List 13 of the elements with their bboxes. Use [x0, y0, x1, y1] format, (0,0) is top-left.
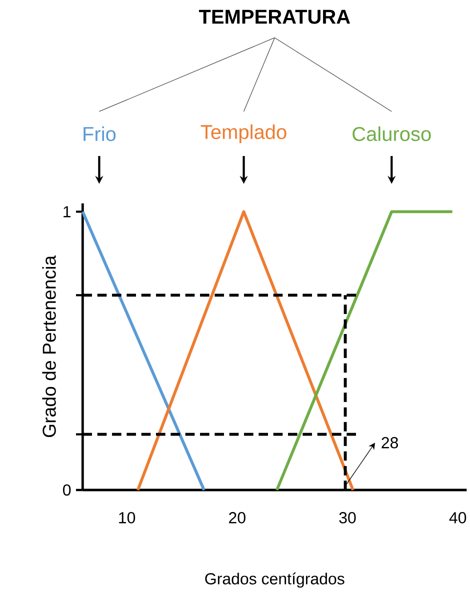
- chart-title: TEMPERATURA: [198, 10, 350, 24]
- text: Caluroso: [352, 126, 431, 142]
- x-axis-title: Grados centígrados: [205, 572, 344, 588]
- y-tick-label: 0: [63, 484, 71, 496]
- x-tick-label: 30: [339, 512, 356, 524]
- x-tick-label: 40: [449, 512, 466, 524]
- text: Frio: [84, 126, 116, 142]
- annotation: 28: [382, 437, 398, 448]
- x-tick-label: 10: [119, 512, 136, 524]
- y-axis-title: Grado de Pertenencia: [42, 255, 56, 438]
- y-tick-label: 1: [64, 206, 71, 218]
- text: Templado: [200, 124, 286, 144]
- x-tick-label: 20: [229, 512, 246, 524]
